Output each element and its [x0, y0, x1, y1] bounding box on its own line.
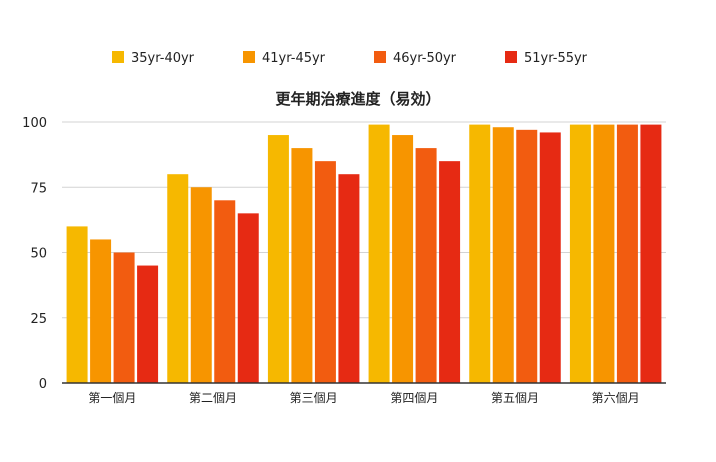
legend-swatch: [112, 51, 124, 63]
bar: [569, 124, 591, 384]
bar: [593, 124, 615, 384]
y-tick-label: 25: [30, 312, 47, 327]
legend-label: 41yr-45yr: [262, 51, 326, 66]
bar: [214, 200, 236, 383]
bar: [90, 239, 112, 383]
legend-swatch: [374, 51, 386, 63]
bar: [368, 124, 390, 384]
legend-swatch: [505, 51, 517, 63]
x-axis-labels: 第一個月 第二個月 第三個月 第四個月 第五個月 第六個月: [88, 391, 639, 405]
bar: [190, 187, 212, 383]
x-tick-label: 第二個月: [189, 391, 237, 405]
chart-title: 更年期治療進度（易効）: [275, 90, 440, 108]
bar: [539, 132, 561, 383]
x-tick-label: 第一個月: [88, 391, 136, 405]
bar: [137, 265, 159, 383]
x-tick-label: 第四個月: [390, 391, 438, 405]
legend-swatch: [243, 51, 255, 63]
bar: [291, 148, 313, 383]
bar: [516, 129, 538, 383]
bar: [616, 124, 638, 384]
bar: [338, 174, 360, 383]
bar: [469, 124, 491, 384]
x-tick-label: 第三個月: [290, 391, 338, 405]
legend-label: 51yr-55yr: [524, 51, 588, 66]
legend: 35yr-40yr 41yr-45yr 46yr-50yr 51yr-55yr: [112, 51, 588, 66]
bar: [237, 213, 259, 383]
y-tick-label: 50: [30, 247, 47, 262]
bar: [392, 135, 414, 383]
x-tick-label: 第五個月: [491, 391, 539, 405]
y-axis: 0 25 50 75 100: [22, 116, 47, 392]
bar: [492, 127, 514, 383]
y-tick-label: 100: [22, 116, 47, 131]
y-tick-label: 75: [30, 181, 47, 196]
legend-label: 35yr-40yr: [131, 51, 195, 66]
bar: [66, 226, 88, 383]
bar: [439, 161, 461, 383]
x-tick-label: 第六個月: [592, 391, 640, 405]
legend-label: 46yr-50yr: [393, 51, 457, 66]
bar: [167, 174, 189, 383]
gridlines: [62, 121, 666, 319]
bars: [66, 124, 662, 384]
bar: [113, 252, 135, 383]
y-tick-label: 0: [39, 377, 47, 392]
bar: [267, 135, 289, 383]
bar: [640, 124, 662, 384]
bar: [314, 161, 336, 383]
bar: [415, 148, 437, 383]
